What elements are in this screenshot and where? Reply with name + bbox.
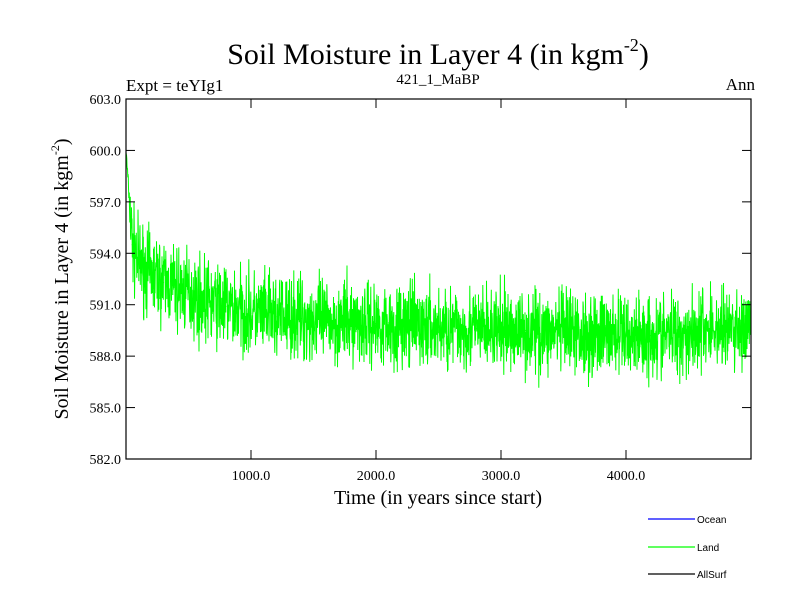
legend: Ocean Land AllSurf xyxy=(648,515,727,581)
series-layer xyxy=(126,149,751,388)
data-point xyxy=(275,316,277,318)
data-point xyxy=(575,333,577,335)
data-point xyxy=(425,326,427,328)
y-axis-label-close: ) xyxy=(51,138,73,145)
data-point xyxy=(250,312,252,314)
data-point xyxy=(187,292,190,294)
data-point xyxy=(650,334,652,337)
chart-title-superscript: -2 xyxy=(624,35,639,55)
data-point xyxy=(325,321,327,323)
y-axis-label-superscript: -2 xyxy=(48,145,62,155)
y-tick-label: 597.0 xyxy=(90,196,122,211)
y-tick-label: 588.0 xyxy=(90,350,122,365)
y-tick-label: 585.0 xyxy=(90,402,122,417)
data-point xyxy=(400,324,402,326)
data-point xyxy=(237,309,240,311)
y-axis-label: Soil Moisture in Layer 4 (in kgm-2) xyxy=(48,138,73,419)
y-tick-label: 600.0 xyxy=(90,144,122,159)
data-point xyxy=(350,321,352,323)
experiment-subtitle: 421_1_MaBP xyxy=(396,72,479,88)
y-tick-label: 591.0 xyxy=(90,299,122,314)
data-point xyxy=(500,329,502,332)
data-point xyxy=(600,333,602,335)
experiment-label: Expt = teYIg1 xyxy=(126,76,223,95)
data-point xyxy=(137,261,140,263)
data-point xyxy=(725,328,727,330)
data-point xyxy=(375,322,377,325)
x-tick-label: 2000.0 xyxy=(357,469,396,484)
x-tick-label: 4000.0 xyxy=(607,469,646,484)
season-label: Ann xyxy=(726,75,756,94)
y-tick-label: 594.0 xyxy=(90,247,122,262)
plot-frame xyxy=(125,98,752,460)
x-tick-label: 1000.0 xyxy=(232,469,271,484)
legend-label-allsurf: AllSurf xyxy=(697,570,727,581)
data-point xyxy=(175,286,177,289)
y-tick-label: 582.0 xyxy=(90,453,122,468)
data-point xyxy=(550,331,552,333)
legend-label-ocean: Ocean xyxy=(697,515,726,526)
x-tick-label: 3000.0 xyxy=(482,469,521,484)
x-axis: 1000.0 2000.0 3000.0 4000.0 xyxy=(232,99,646,484)
series-line-land xyxy=(126,152,751,388)
data-point xyxy=(212,302,215,304)
data-point xyxy=(131,244,133,246)
chart-title: Soil Moisture in Layer 4 (in kgm-2) xyxy=(227,35,649,71)
data-point xyxy=(300,317,302,320)
x-axis-label: Time (in years since start) xyxy=(334,487,542,509)
chart-title-main: Soil Moisture in Layer 4 (in kgm xyxy=(227,38,624,71)
data-point xyxy=(450,328,452,330)
data-point xyxy=(625,334,627,337)
chart-title-close: ) xyxy=(639,38,649,71)
y-tick-label: 603.0 xyxy=(90,93,122,108)
data-point xyxy=(150,273,152,275)
data-point xyxy=(525,329,527,332)
y-axis-label-main: Soil Moisture in Layer 4 (in kgm xyxy=(51,155,73,420)
chart-titles: Soil Moisture in Layer 4 (in kgm-2) Expt… xyxy=(126,35,755,95)
data-point xyxy=(225,305,227,308)
data-point xyxy=(162,281,165,284)
y-axis: 582.0 585.0 588.0 591.0 594.0 597.0 600.0 603.0 xyxy=(90,93,751,468)
data-point xyxy=(200,298,202,301)
data-point xyxy=(475,328,477,330)
legend-label-land: Land xyxy=(697,543,719,554)
data-point xyxy=(675,333,677,335)
data-point xyxy=(700,329,702,332)
